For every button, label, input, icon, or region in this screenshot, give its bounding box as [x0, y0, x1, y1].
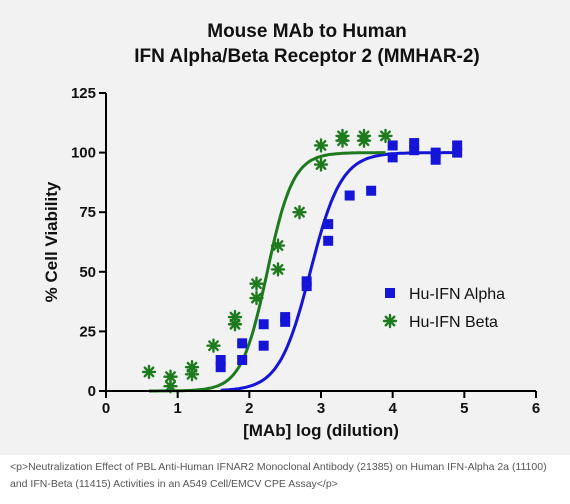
data-point-series-1: [249, 290, 264, 306]
data-markers: [141, 128, 463, 394]
data-point-series-1: [270, 262, 286, 277]
data-point-series-0: [452, 147, 463, 158]
x-tick-label: 6: [532, 400, 540, 417]
data-point-series-0: [280, 312, 291, 323]
data-point-series-0: [258, 340, 269, 351]
y-tick-label: 0: [88, 383, 96, 400]
data-point-series-1: [335, 128, 350, 144]
chart-title-line-1: Mouse MAb to Human: [207, 21, 407, 42]
data-point-series-0: [237, 338, 248, 349]
x-tick-label: 0: [102, 400, 110, 417]
data-point-series-0: [430, 154, 441, 165]
legend-label-alpha: Hu-IFN Alpha: [409, 286, 505, 303]
data-point-series-1: [270, 238, 286, 253]
x-tick-label: 4: [388, 400, 397, 417]
data-point-series-1: [313, 138, 329, 153]
data-point-series-1: [378, 128, 393, 144]
x-tick-label: 2: [245, 400, 253, 417]
data-point-series-1: [206, 338, 221, 353]
data-point-series-1: [227, 309, 243, 325]
data-point-series-0: [215, 355, 226, 366]
x-tick-label: 1: [173, 400, 181, 417]
data-point-series-1: [249, 276, 264, 291]
x-tick-label: 5: [460, 400, 468, 417]
data-point-series-0: [409, 145, 420, 156]
data-point-series-0: [323, 235, 334, 246]
data-point-series-0: [301, 276, 312, 287]
data-point-series-1: [184, 359, 200, 375]
data-point-series-0: [409, 138, 420, 149]
data-point-series-0: [452, 140, 463, 151]
y-tick-label: 75: [79, 204, 96, 221]
fit-curve-series-0: [220, 151, 458, 392]
data-point-series-1: [163, 369, 178, 384]
data-point-series-1: [356, 128, 372, 144]
fit-curve-series-1: [149, 151, 386, 393]
data-point-series-1: [292, 204, 307, 220]
chart-title-line-2: IFN Alpha/Beta Receptor 2 (MMHAR-2): [134, 46, 480, 67]
data-point-series-0: [323, 219, 334, 230]
legend-marker-alpha: [385, 288, 395, 298]
data-point-series-0: [237, 355, 248, 366]
y-tick-label: 50: [79, 264, 96, 281]
data-point-series-0: [344, 190, 355, 201]
y-tick-label: 100: [71, 145, 96, 162]
data-point-series-0: [430, 147, 441, 158]
x-ticks: 0 1 2 3 4 5 6: [102, 391, 540, 417]
figure-caption: <p>Neutralization Effect of PBL Anti-Hum…: [10, 461, 547, 490]
data-point-series-1: [313, 157, 329, 172]
fit-curves: [149, 151, 458, 393]
data-point-series-0: [387, 152, 398, 163]
data-point-series-0: [258, 319, 269, 330]
legend-label-beta: Hu-IFN Beta: [409, 314, 498, 331]
legend-marker-beta: [382, 313, 398, 329]
x-tick-label: 3: [317, 400, 325, 417]
y-tick-label: 125: [71, 85, 96, 102]
chart: Mouse MAb to Human IFN Alpha/Beta Recept…: [42, 21, 540, 440]
y-ticks: 0 25 50 75 100 125: [71, 85, 106, 400]
data-point-series-1: [141, 364, 157, 380]
y-axis-label: % Cell Viability: [42, 181, 61, 302]
data-point-series-0: [366, 185, 377, 196]
y-tick-label: 25: [79, 323, 96, 340]
x-axis-label: [MAb] log (dilution): [243, 421, 399, 440]
legend: Hu-IFN Alpha Hu-IFN Beta: [382, 286, 505, 331]
data-point-series-0: [215, 362, 226, 373]
legend-star-glyph: [382, 313, 398, 329]
data-point-series-0: [387, 140, 398, 151]
figure-panel: [0, 0, 570, 455]
